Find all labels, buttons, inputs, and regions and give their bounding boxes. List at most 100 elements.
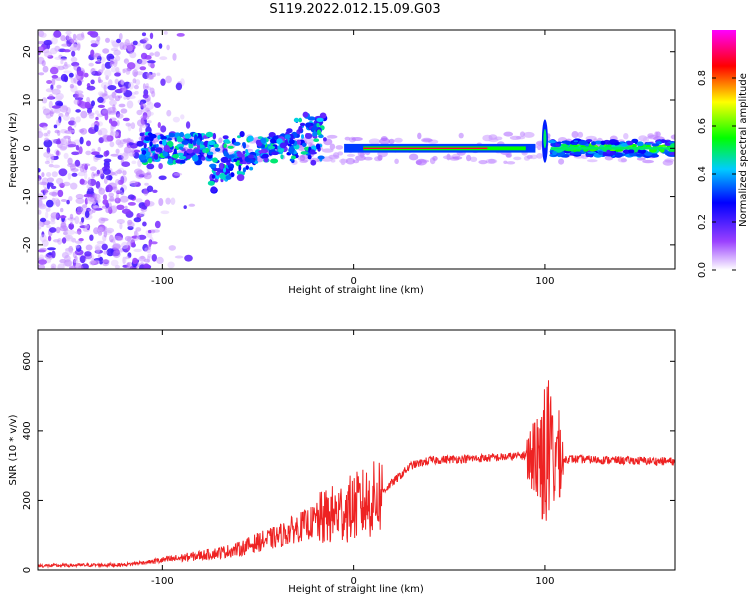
heatmap-noise-blob [163, 31, 168, 35]
heatmap-noise-blob [140, 52, 148, 60]
heatmap-noise-blob [74, 216, 80, 224]
heatmap-noise-blob [56, 84, 62, 89]
heatmap-halo-blob [523, 131, 535, 138]
heatmap-streak-blob [177, 152, 184, 156]
heatmap-noise-blob [91, 100, 95, 107]
heatmap-streak-blob [302, 111, 309, 118]
heatmap-noise-blob [48, 191, 58, 196]
heatmap-streak-blob [167, 137, 172, 141]
heatmap-streak-blob [242, 143, 246, 149]
heatmap-noise-blob [85, 150, 92, 156]
heatmap-noise-blob [158, 198, 164, 206]
heatmap-noise-blob [73, 99, 80, 105]
heatmap-noise-blob [62, 114, 70, 121]
heatmap-noise-blob [150, 241, 158, 245]
heatmap-noise-blob [123, 96, 127, 100]
heatmap-noise-blob [145, 83, 149, 88]
heatmap-streak-blob [298, 117, 303, 123]
heatmap-noise-blob [56, 119, 61, 126]
heatmap-noise-blob [136, 109, 143, 116]
heatmap-band-blob [547, 140, 557, 144]
heatmap-noise-blob [76, 206, 83, 214]
heatmap-halo-blob [466, 154, 472, 162]
heatmap-noise-blob [95, 116, 99, 121]
heatmap-streak-blob [136, 140, 144, 147]
heatmap-streak-blob [291, 155, 296, 160]
heatmap-y-tick-label: -20 [22, 237, 33, 253]
heatmap-noise-blob [40, 217, 47, 223]
heatmap-noise-blob [97, 104, 105, 108]
heatmap-noise-blob [114, 72, 121, 77]
heatmap-noise-blob [147, 253, 152, 258]
heatmap-noise-blob [38, 209, 42, 215]
heatmap-streak-blob [236, 174, 245, 182]
heatmap-noise-blob [99, 168, 104, 177]
heatmap-streak-blob [233, 158, 238, 162]
heatmap-noise-blob [53, 124, 58, 129]
heatmap-streak-blob [307, 154, 312, 160]
snr-x-tick-label: 100 [535, 576, 554, 587]
heatmap-noise-blob [127, 202, 136, 206]
heatmap-noise-blob [146, 171, 152, 176]
heatmap-noise-blob [68, 72, 74, 78]
heatmap-noise-blob [49, 227, 57, 233]
heatmap-streak-blob [312, 131, 318, 137]
heatmap-noise-blob [70, 56, 78, 63]
heatmap-streak-blob [279, 142, 287, 149]
heatmap-halo-blob [458, 132, 464, 139]
heatmap-noise-blob [96, 121, 100, 126]
snr-y-tick-label: 200 [22, 491, 33, 510]
heatmap-streak-blob [189, 138, 193, 145]
heatmap-noise-blob [142, 83, 146, 90]
heatmap-noise-blob [105, 150, 110, 156]
heatmap-halo-blob [379, 137, 390, 145]
heatmap-noise-blob [126, 262, 130, 268]
heatmap-streak-blob [261, 153, 269, 159]
heatmap-noise-blob [124, 235, 132, 242]
heatmap-noise-blob [121, 85, 127, 94]
heatmap-streak-blob [318, 134, 324, 139]
heatmap-noise-blob [67, 157, 73, 165]
heatmap-streak-blob [280, 154, 284, 160]
heatmap-noise-blob [56, 177, 64, 185]
heatmap-noise-blob [38, 264, 46, 269]
heatmap-band-blob [637, 149, 646, 154]
heatmap-band-blob [598, 150, 604, 155]
heatmap-halo-blob [506, 161, 516, 165]
heatmap-noise-blob [103, 250, 108, 255]
heatmap-streak-blob [186, 148, 194, 154]
heatmap-noise-blob [57, 263, 65, 269]
heatmap-streak-blob [245, 165, 249, 170]
heatmap-streak-blob [178, 146, 184, 150]
heatmap-noise-blob [84, 171, 88, 180]
heatmap-streak-blob [311, 127, 315, 133]
heatmap-noise-blob [158, 43, 163, 49]
heatmap-band-blob [664, 142, 671, 146]
heatmap-noise-blob [121, 161, 131, 167]
heatmap-noise-blob [54, 107, 61, 114]
heatmap-noise-blob [38, 194, 48, 200]
heatmap-streak-blob [293, 117, 299, 123]
heatmap-noise-blob [94, 154, 104, 158]
heatmap-y-tick-label: 10 [22, 94, 33, 107]
heatmap-noise-blob [38, 259, 47, 265]
heatmap-noise-blob [180, 114, 185, 120]
heatmap-band-blob [578, 140, 588, 146]
heatmap-noise-blob [116, 219, 125, 224]
heatmap-noise-blob [131, 160, 137, 165]
heatmap-noise-blob [75, 116, 81, 123]
heatmap-noise-blob [86, 140, 91, 147]
heatmap-noise-blob [62, 181, 71, 187]
heatmap-noise-blob [127, 62, 136, 70]
heatmap-noise-blob [146, 102, 154, 110]
heatmap-noise-blob [98, 186, 102, 192]
heatmap-noise-blob [160, 125, 167, 133]
heatmap-noise-blob [98, 225, 108, 231]
heatmap-tone-peak [363, 147, 488, 149]
heatmap-noise-blob [87, 31, 95, 36]
figure-title: S119.2022.012.15.09.G03 [269, 2, 441, 17]
heatmap-noise-blob [146, 163, 155, 170]
heatmap-noise-blob [183, 205, 187, 210]
heatmap-noise-blob [140, 255, 145, 260]
snr-x-tick-label: -100 [151, 576, 174, 587]
